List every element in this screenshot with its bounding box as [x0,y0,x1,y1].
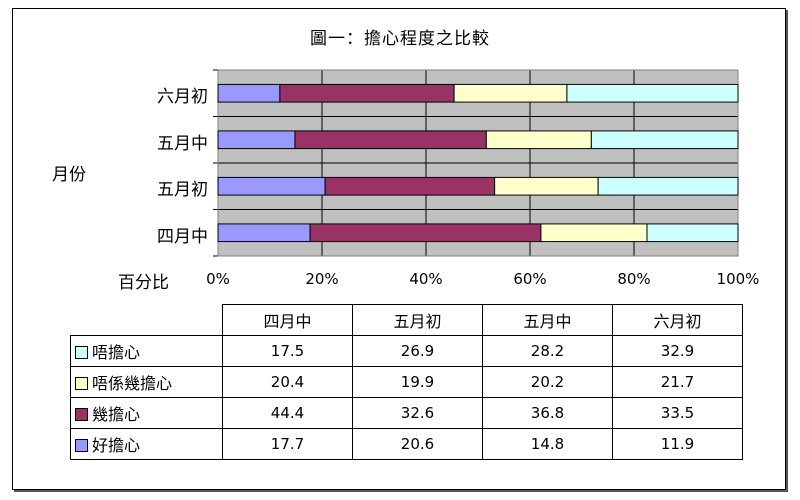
table-value-cell: 32.6 [352,397,483,429]
category-label: 四月中 [157,226,208,247]
table-corner [71,305,223,336]
table-header-cell: 四月中 [222,304,353,336]
series-label: 好擔心 [92,436,141,455]
x-tick-label: 40% [409,270,443,288]
x-tick-label: 60% [513,270,547,288]
bar-segment [294,130,487,150]
table-value-cell: 11.9 [612,428,743,460]
series-label: 幾擔心 [92,405,141,424]
bar-segment [597,176,739,196]
table-value-cell: 14.8 [482,428,613,460]
series-label-cell: 唔係幾擔心 [70,366,223,398]
table-value-cell: 20.2 [482,366,613,398]
legend-swatch [75,377,88,390]
table-value-cell: 26.9 [352,335,483,367]
x-tick-label: 100% [716,270,760,288]
table-row: 幾擔心 44.4 32.6 36.8 33.5 [70,397,743,429]
table-header-cell: 六月初 [612,304,743,336]
table-row: 唔係幾擔心 20.4 19.9 20.2 21.7 [70,366,743,398]
table-value-cell: 21.7 [612,366,743,398]
table-value-cell: 36.8 [482,397,613,429]
category-label: 六月初 [157,87,208,108]
table-header-cell: 五月初 [352,304,483,336]
series-label-cell: 幾擔心 [70,397,223,429]
table-value-cell: 33.5 [612,397,743,429]
legend-swatch [75,439,88,452]
table-body: 唔擔心 17.5 26.9 28.2 32.9 唔係幾擔心 20.4 19.9 20.2 21.7… [70,335,743,460]
table-value-cell: 17.7 [222,428,353,460]
category-label: 五月初 [157,180,208,201]
x-tick-label: 80% [617,270,651,288]
table-value-cell: 17.5 [222,335,353,367]
table-value-cell: 20.4 [222,366,353,398]
bar-segment [279,83,455,103]
x-tick-label: 20% [305,270,339,288]
bar-segment [217,130,296,150]
series-label-cell: 好擔心 [70,428,223,460]
bar-segment [566,83,739,103]
legend-swatch [75,408,88,421]
series-label: 唔擔心 [92,343,141,362]
chart-title: 圖一：擔心程度之比較 [310,29,490,49]
bar-segment [324,176,496,196]
bar-segment [217,83,281,103]
category-label: 五月中 [157,133,208,154]
x-axis-title: 百分比 [118,273,169,293]
bar-segment [494,176,599,196]
series-label-cell: 唔擔心 [70,335,223,367]
table-header-row: 四月中 五月初 五月中 六月初 [71,304,743,336]
bar-segment [646,223,739,243]
bar-segment [453,83,568,103]
plot-border [217,69,739,257]
series-label: 唔係幾擔心 [92,374,173,393]
legend-swatch [75,346,88,359]
bar-segment [540,223,648,243]
data-table: 四月中 五月初 五月中 六月初 唔擔心 17.5 26.9 28.2 32.9 唔係幾擔心… [70,304,743,460]
bar-segment [590,130,739,150]
table-value-cell: 28.2 [482,335,613,367]
bar-segment [309,223,542,243]
table-value-cell: 19.9 [352,366,483,398]
bar-segment [217,223,311,243]
table-row: 好擔心 17.7 20.6 14.8 11.9 [70,428,743,460]
bar-segment [485,130,592,150]
x-tick-label: 0% [206,270,230,288]
table-row: 唔擔心 17.5 26.9 28.2 32.9 [70,335,743,367]
table-header-cell: 五月中 [482,304,613,336]
table-value-cell: 44.4 [222,397,353,429]
y-axis-title: 月份 [52,165,86,185]
table-value-cell: 20.6 [352,428,483,460]
table-value-cell: 32.9 [612,335,743,367]
bar-segment [217,176,326,196]
